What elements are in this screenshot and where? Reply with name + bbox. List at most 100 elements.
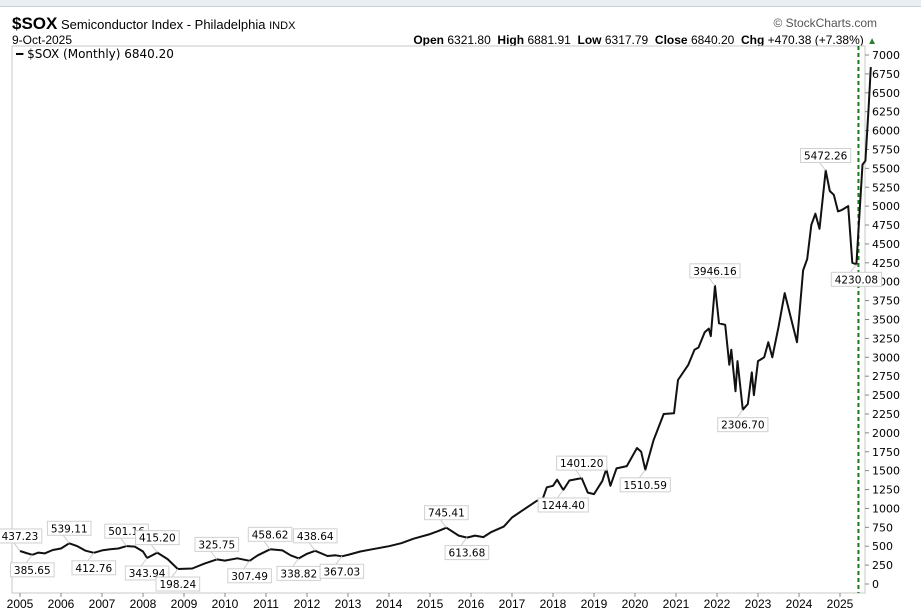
- annotation-label: 1510.59: [624, 480, 667, 492]
- y-tick-label: 6250: [872, 106, 900, 119]
- y-tick-label: 2500: [872, 389, 900, 402]
- open-label: Open: [413, 33, 445, 47]
- annotation-label: 539.11: [51, 523, 88, 535]
- ohlc-summary: Open 6321.80 High 6881.91 Low 6317.79 Cl…: [413, 33, 877, 47]
- symbol: $SOX: [12, 14, 58, 33]
- y-tick-label: 4750: [872, 219, 900, 232]
- x-tick-label: 2010: [212, 597, 239, 611]
- y-tick-label: 5250: [872, 181, 900, 194]
- high-label: High: [497, 33, 525, 47]
- exchange: INDX: [269, 20, 296, 32]
- annotation-box: [10, 562, 55, 578]
- chart-title: $SOX Semiconductor Index - Philadelphia …: [12, 14, 295, 34]
- y-tick-label: 3750: [872, 295, 900, 308]
- close-label: Close: [654, 33, 688, 47]
- y-tick-label: 2250: [872, 408, 900, 421]
- annotation-pointer: [292, 558, 300, 567]
- annotation-box: [717, 417, 769, 433]
- y-tick-label: 3000: [872, 351, 900, 364]
- annotation-pointer: [850, 264, 857, 273]
- annotation-pointer: [62, 534, 70, 544]
- y-tick-label: 4500: [872, 238, 900, 251]
- annotation-label: 613.68: [449, 548, 486, 560]
- copyright: © StockCharts.com: [773, 16, 877, 30]
- annotation-box: [444, 545, 490, 561]
- y-tick-label: 7000: [872, 49, 900, 62]
- x-tick-label: 2020: [622, 597, 649, 611]
- annotation-label: 3946.16: [693, 266, 737, 278]
- annotation-pointer: [150, 544, 158, 553]
- y-tick-label: 1000: [872, 502, 900, 515]
- x-tick-label: 2008: [130, 597, 157, 611]
- annotation-box: [556, 455, 608, 471]
- annotation-label: 1401.20: [560, 458, 603, 470]
- annotation-box: [71, 560, 117, 576]
- annotation-pointer: [439, 519, 447, 528]
- annotation-box: [194, 536, 240, 552]
- y-tick-label: 0: [872, 578, 879, 591]
- annotation-box: [537, 497, 589, 513]
- y-tick-label: 4250: [872, 257, 900, 270]
- x-tick-label: 2007: [89, 597, 116, 611]
- annotation-label: 438.64: [297, 531, 334, 543]
- x-tick-label: 2024: [786, 597, 813, 611]
- legend-label: $SOX (Monthly) 6840.20: [27, 47, 174, 61]
- x-tick-label: 2017: [499, 597, 526, 611]
- x-tick-label: 2005: [7, 597, 34, 611]
- y-tick-label: 6500: [872, 87, 900, 100]
- legend: ━ $SOX (Monthly) 6840.20: [16, 47, 174, 61]
- annotation-box: [830, 271, 882, 287]
- annotation-pointer: [120, 537, 127, 547]
- high-value: 6881.91: [527, 33, 571, 47]
- annotation-label: 458.62: [252, 529, 289, 541]
- x-tick-label: 2015: [417, 597, 444, 611]
- annotation-pointer: [335, 555, 343, 565]
- annotation-pointer: [460, 537, 468, 546]
- annotation-box: [619, 477, 671, 493]
- x-tick-label: 2011: [253, 597, 279, 611]
- annotation-box: [292, 528, 338, 544]
- annotation-pointer: [243, 560, 251, 570]
- annotation-label: 307.49: [231, 571, 268, 583]
- annotation-label: 437.23: [2, 531, 39, 543]
- y-tick-label: 6750: [872, 68, 900, 81]
- annotation-label: 1244.40: [542, 500, 585, 512]
- annotation-box: [0, 528, 43, 544]
- annotation-label: 325.75: [198, 539, 235, 551]
- x-tick-label: 2022: [704, 597, 731, 611]
- annotation-pointer: [263, 541, 271, 550]
- annotation-label: 4230.08: [835, 274, 878, 286]
- annotation-pointer: [171, 568, 179, 578]
- chart-date: 9-Oct-2025: [12, 33, 73, 47]
- annotation-box: [424, 505, 469, 521]
- annotation-pointer: [308, 542, 316, 552]
- y-tick-label: 1500: [872, 465, 900, 478]
- annotation-box: [689, 263, 741, 279]
- annotation-label: 338.82: [280, 568, 317, 580]
- up-arrow-icon: ▲: [867, 36, 877, 47]
- y-tick-label: 750: [872, 521, 893, 534]
- close-value: 6840.20: [690, 33, 735, 47]
- y-tick-label: 5500: [872, 162, 900, 175]
- annotation-label: 415.20: [139, 533, 176, 545]
- y-tick-label: 3250: [872, 332, 900, 345]
- y-tick-label: 2750: [872, 370, 900, 383]
- annotation-box: [46, 520, 92, 536]
- y-tick-label: 500: [872, 540, 893, 553]
- low-label: Low: [577, 33, 602, 47]
- open-value: 6321.80: [447, 33, 491, 47]
- chg-label: Chg: [741, 33, 765, 47]
- annotation-pointer: [575, 469, 583, 479]
- annotation-pointer: [708, 277, 716, 287]
- legend-line-icon: ━: [16, 47, 24, 61]
- annotation-pointer: [25, 554, 33, 564]
- annotation-pointer: [819, 162, 827, 171]
- annotation-pointer: [556, 489, 564, 499]
- x-tick-label: 2013: [335, 597, 362, 611]
- annotation-label: 745.41: [428, 508, 465, 520]
- annotation-pointer: [638, 469, 646, 479]
- annotation-box: [227, 568, 272, 584]
- y-tick-label: 5000: [872, 200, 900, 213]
- low-value: 6317.79: [604, 33, 649, 47]
